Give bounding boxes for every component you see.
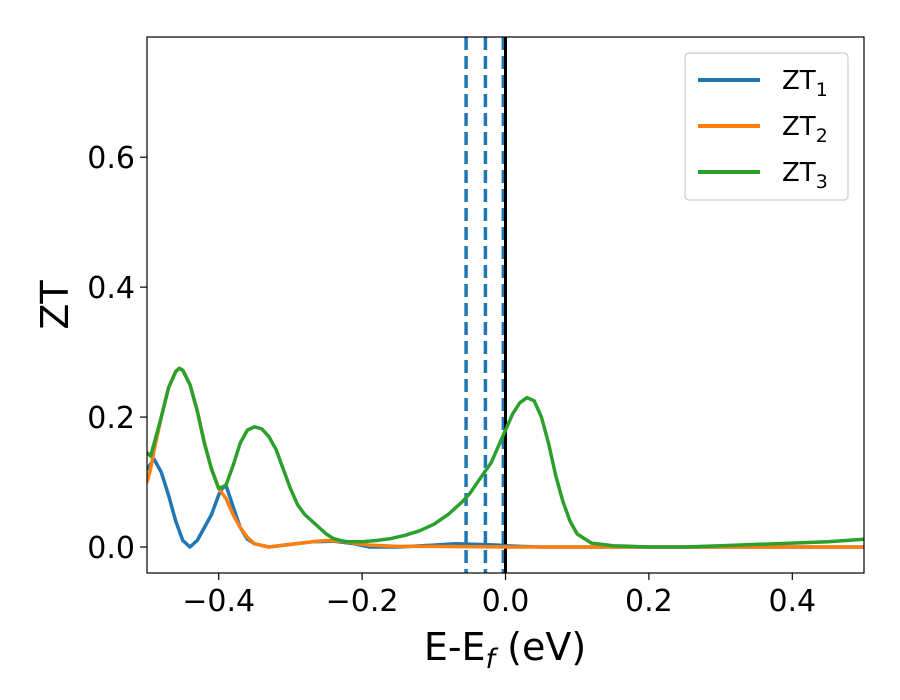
legend: ZT1 ZT2 ZT3 xyxy=(684,52,849,201)
x-tick-label: −0.4 xyxy=(182,584,255,619)
y-axis-label: ZT xyxy=(33,280,77,330)
legend-label-2: ZT2 xyxy=(782,112,828,147)
x-axis: −0.4 −0.2 0.0 0.2 0.4 xyxy=(182,573,816,619)
y-tick-label: 0.0 xyxy=(87,531,135,566)
x-tick-label: 0.4 xyxy=(768,584,816,619)
x-tick-label: −0.2 xyxy=(326,584,399,619)
legend-box xyxy=(684,52,849,201)
legend-label-3: ZT3 xyxy=(782,158,828,193)
y-tick-label: 0.4 xyxy=(87,271,135,306)
legend-label-1: ZT1 xyxy=(782,66,828,101)
x-axis-label: E-Ef (eV) xyxy=(424,625,586,675)
x-tick-label: 0.0 xyxy=(482,584,530,619)
y-axis: 0.0 0.2 0.4 0.6 xyxy=(87,141,147,566)
y-tick-label: 0.6 xyxy=(87,141,135,176)
series-lines xyxy=(147,366,864,549)
reference-lines xyxy=(464,37,507,573)
x-tick-label: 0.2 xyxy=(625,584,673,619)
y-tick-label: 0.2 xyxy=(87,401,135,436)
series-line-3 xyxy=(147,366,864,549)
